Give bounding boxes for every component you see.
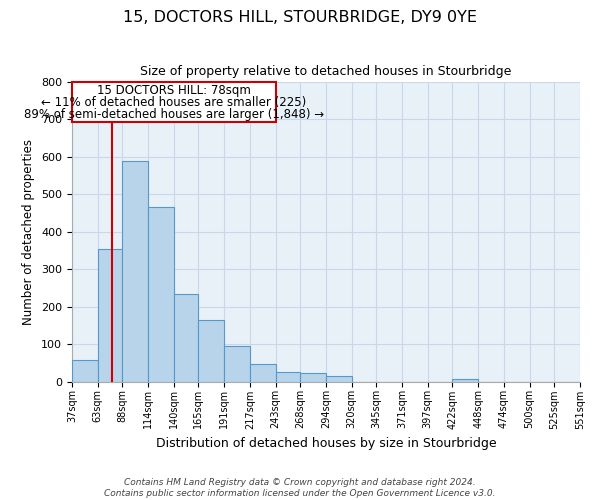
Text: Contains HM Land Registry data © Crown copyright and database right 2024.
Contai: Contains HM Land Registry data © Crown c… [104,478,496,498]
Text: 15 DOCTORS HILL: 78sqm: 15 DOCTORS HILL: 78sqm [97,84,251,97]
Text: 15, DOCTORS HILL, STOURBRIDGE, DY9 0YE: 15, DOCTORS HILL, STOURBRIDGE, DY9 0YE [123,10,477,25]
Bar [250,364,275,382]
Bar [98,248,122,382]
Bar [72,360,98,382]
Bar [148,208,174,382]
Title: Size of property relative to detached houses in Stourbridge: Size of property relative to detached ho… [140,65,512,78]
Bar [174,294,199,382]
Bar [300,374,326,382]
Bar [122,162,148,382]
Text: ← 11% of detached houses are smaller (225): ← 11% of detached houses are smaller (22… [41,96,307,109]
X-axis label: Distribution of detached houses by size in Stourbridge: Distribution of detached houses by size … [155,437,496,450]
Y-axis label: Number of detached properties: Number of detached properties [22,138,35,324]
Bar [452,378,478,382]
FancyBboxPatch shape [72,82,275,122]
Bar [224,346,250,382]
Bar [275,372,300,382]
Text: 89% of semi-detached houses are larger (1,848) →: 89% of semi-detached houses are larger (… [23,108,324,121]
Bar [326,376,352,382]
Bar [199,320,224,382]
